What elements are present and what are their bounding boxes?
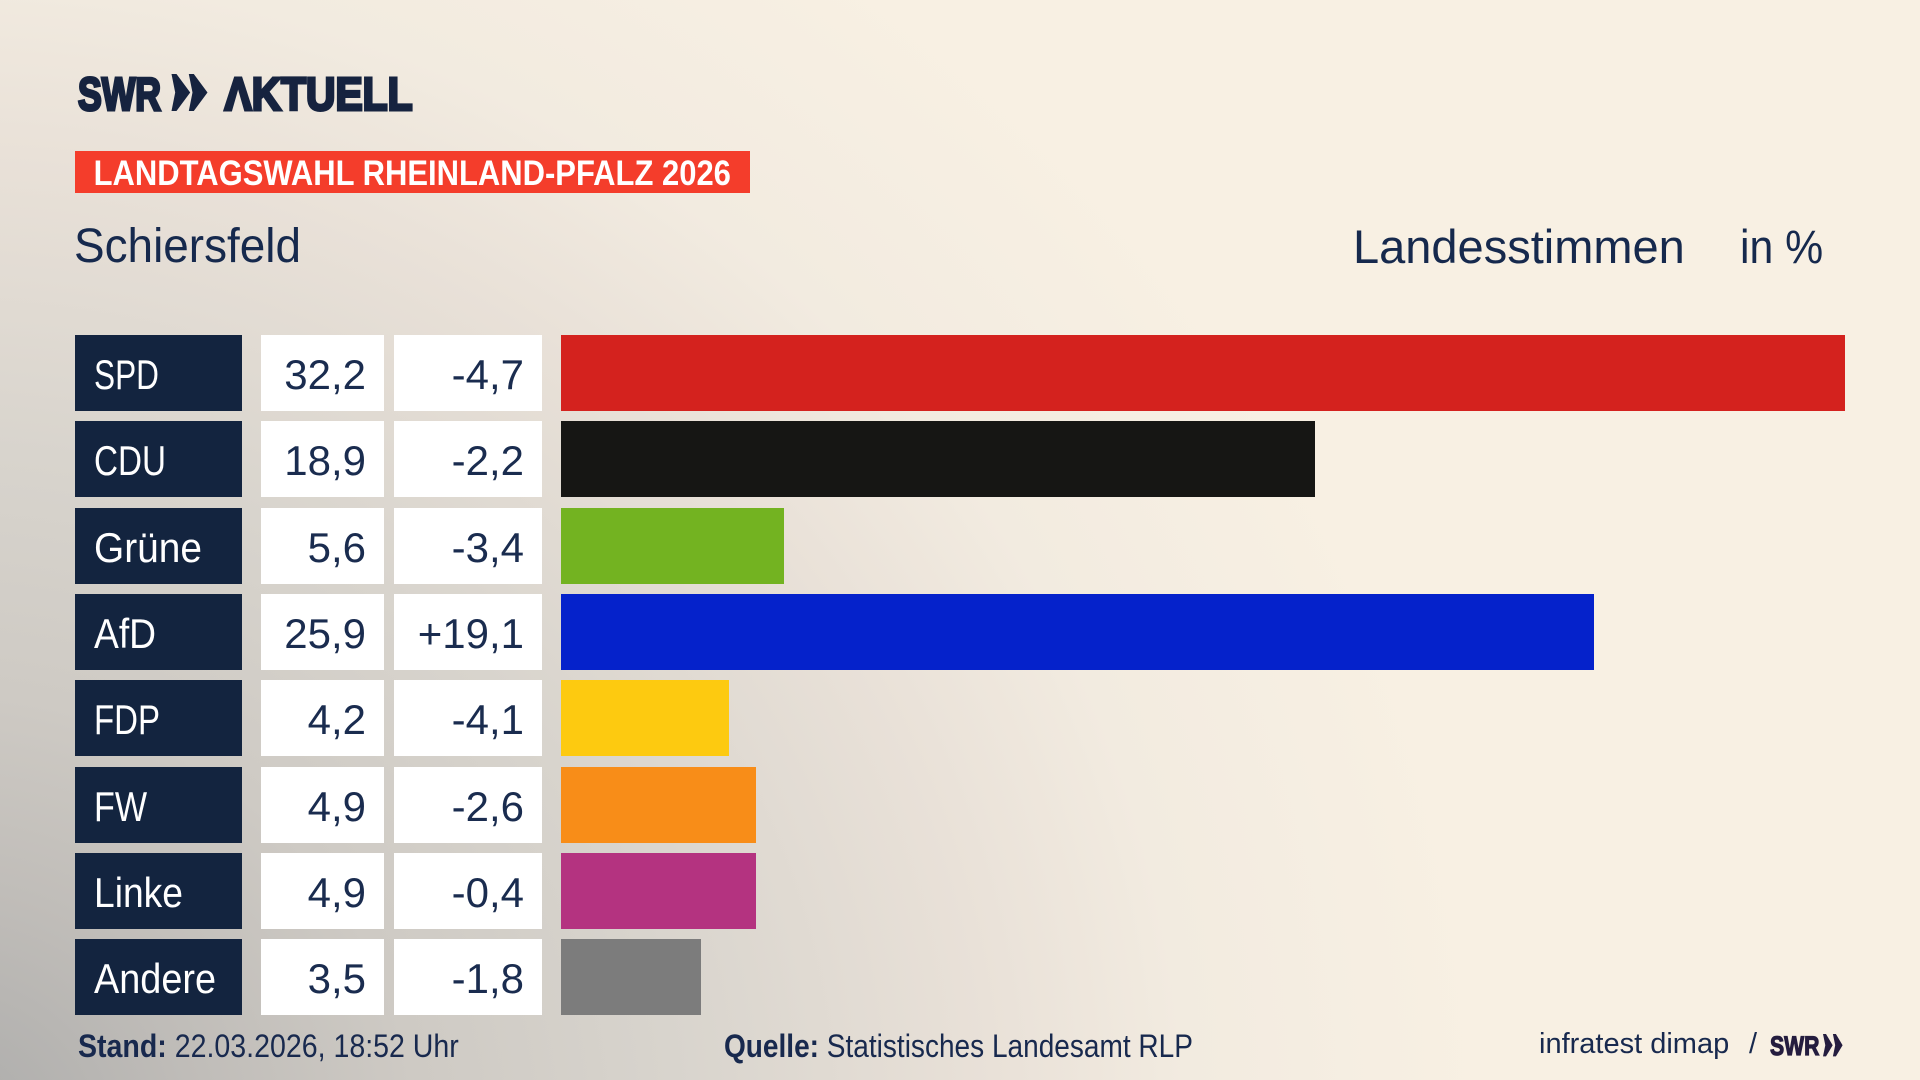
- svg-text:ΛKTUELL: ΛKTUELL: [225, 70, 413, 116]
- svg-text:SWR: SWR: [78, 70, 161, 116]
